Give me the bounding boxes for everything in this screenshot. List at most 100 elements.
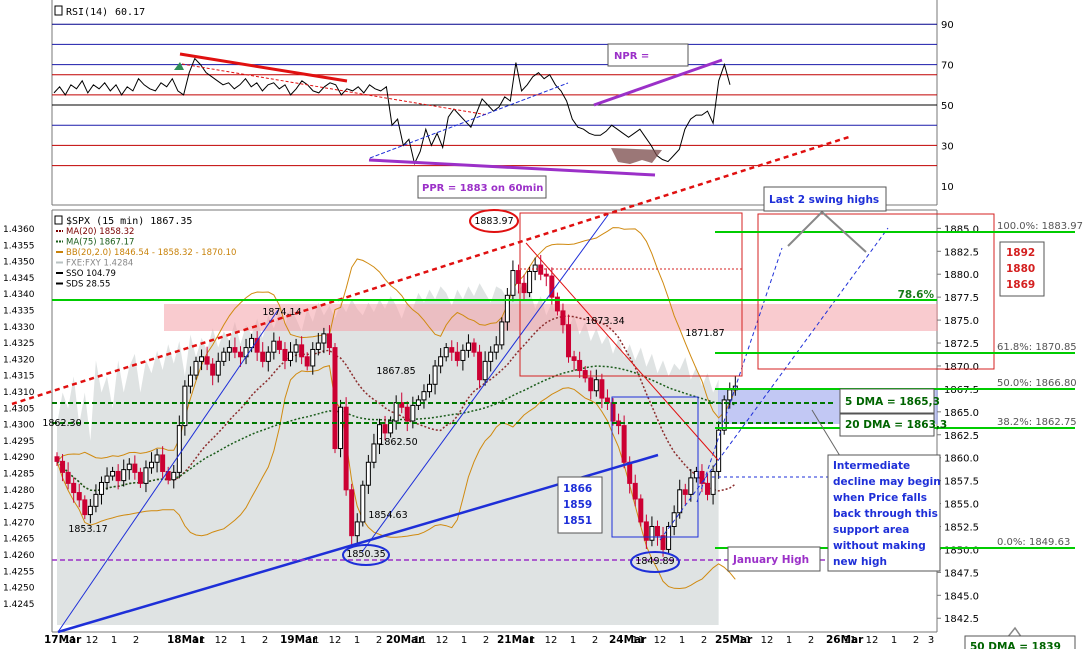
price-tick-label: 1845.0 bbox=[944, 591, 979, 602]
price-label: 1854.63 bbox=[368, 510, 407, 521]
candle-body bbox=[149, 461, 155, 469]
candle-body bbox=[193, 360, 199, 376]
fx-tick-label: 1.4245 bbox=[3, 600, 35, 610]
candle-body bbox=[199, 356, 205, 362]
supports-box bbox=[557, 476, 603, 534]
candle-body bbox=[182, 385, 188, 427]
price-tick-label: 1842.5 bbox=[944, 614, 979, 625]
price-tick-label: 1872.5 bbox=[944, 339, 979, 350]
candle-body bbox=[98, 481, 104, 495]
x-tick-label: 19Mar bbox=[280, 634, 318, 646]
candle-body bbox=[504, 294, 510, 323]
swing-highs-chevron bbox=[787, 210, 867, 253]
candle-body bbox=[521, 282, 527, 294]
x-tick-label: 11 bbox=[739, 635, 752, 646]
candle-body bbox=[143, 467, 149, 484]
blue-channel-1 bbox=[57, 309, 279, 633]
x-tick-label: 2 bbox=[133, 635, 139, 646]
candle-body bbox=[260, 351, 266, 362]
resistance-band bbox=[164, 304, 938, 331]
dma5-box bbox=[839, 388, 935, 414]
candle-body bbox=[382, 424, 388, 434]
candle-body bbox=[232, 347, 238, 353]
blue-dashed-up-1 bbox=[696, 247, 783, 503]
price-tick-label: 1862.5 bbox=[944, 431, 979, 442]
candle-body bbox=[54, 456, 60, 462]
fx-tick-label: 1.4300 bbox=[3, 421, 35, 431]
candle-body bbox=[465, 342, 471, 351]
x-tick-label: 1 bbox=[111, 635, 117, 646]
price-tick-label: 1850.0 bbox=[944, 545, 979, 556]
candle-body bbox=[204, 356, 210, 365]
candle-body bbox=[627, 461, 633, 484]
candle-body bbox=[82, 499, 88, 516]
high-circle bbox=[469, 209, 519, 233]
candle-body bbox=[604, 397, 610, 404]
fx-tick-label: 1.4345 bbox=[3, 274, 35, 284]
fx-tick-label: 1.4250 bbox=[3, 584, 35, 594]
price-label: 1873.34 bbox=[585, 316, 624, 327]
dma5-label: 5 DMA = 1865,3 bbox=[845, 396, 940, 408]
x-tick-label: 17Mar bbox=[44, 634, 82, 646]
x-tick-label: 11 bbox=[64, 635, 77, 646]
rsi-overbought-fill bbox=[174, 62, 184, 70]
candle-body bbox=[638, 498, 644, 523]
candle-body bbox=[371, 443, 377, 463]
candle-body bbox=[421, 391, 427, 401]
candle-body bbox=[332, 347, 338, 450]
x-tick-label: 2 bbox=[808, 635, 814, 646]
candle-body bbox=[554, 296, 560, 312]
candle-body bbox=[360, 484, 366, 523]
fx-tick-label: 1.4355 bbox=[3, 241, 35, 251]
fx-tick-label: 1.4330 bbox=[3, 323, 35, 333]
candle-body bbox=[599, 379, 605, 399]
candle-body bbox=[477, 351, 483, 381]
rsi-tick-label: 30 bbox=[941, 141, 954, 152]
fib-label: 38.2%: 1862.75 bbox=[997, 417, 1077, 428]
fx-tick-label: 1.4265 bbox=[3, 535, 35, 545]
candle-body bbox=[404, 406, 410, 422]
january-high-box bbox=[727, 546, 821, 572]
candle-body bbox=[365, 461, 371, 486]
candle-body bbox=[338, 406, 344, 450]
x-tick-label: 12 bbox=[545, 635, 558, 646]
candle-body bbox=[460, 349, 466, 361]
candle-body bbox=[154, 454, 160, 463]
candle-body bbox=[76, 492, 82, 501]
note-pointer bbox=[811, 409, 841, 457]
rsi-tick-label: 50 bbox=[941, 101, 954, 112]
x-tick-label: 12 bbox=[436, 635, 449, 646]
target-value: 1892 bbox=[1006, 247, 1035, 259]
price-tick-label: 1882.5 bbox=[944, 247, 979, 258]
fx-tick-label: 1.4305 bbox=[3, 404, 35, 414]
candle-body bbox=[671, 512, 677, 528]
candle-body bbox=[582, 370, 588, 379]
x-tick-label: 2 bbox=[592, 635, 598, 646]
price-label: 1871.87 bbox=[685, 328, 724, 339]
x-tick-label: 2 bbox=[483, 635, 489, 646]
candle-body bbox=[705, 482, 711, 495]
rsi-value: 60.17 bbox=[115, 7, 145, 18]
x-tick-label: 3 bbox=[928, 635, 934, 646]
rsi-title: RSI(14) bbox=[66, 7, 108, 18]
x-tick-label: 11 bbox=[307, 635, 320, 646]
ppr-label: PPR = 1883 on 60min bbox=[422, 183, 543, 194]
note-text: Intermediate decline may begin when Price … bbox=[833, 460, 941, 568]
candle-body bbox=[221, 351, 227, 362]
x-tick-label: 12 bbox=[86, 635, 99, 646]
fib-786-label: 78.6% bbox=[898, 289, 935, 301]
fib-label: 61.8%: 1870.85 bbox=[997, 342, 1077, 353]
price-title: $SPX (15 min) 1867.35 bbox=[66, 216, 192, 227]
candle-body bbox=[560, 310, 566, 326]
price-tick-label: 1885.0 bbox=[944, 224, 979, 235]
candle-body bbox=[93, 493, 99, 507]
x-tick-label: 25Mar bbox=[715, 634, 753, 646]
candle-body bbox=[710, 470, 716, 495]
candle-body bbox=[376, 424, 382, 445]
npr-box bbox=[607, 43, 689, 67]
candle-body bbox=[688, 477, 694, 495]
x-tick-label: 12 bbox=[761, 635, 774, 646]
dma20-label: 20 DMA = 1863,3 bbox=[845, 419, 947, 431]
price-label: 1867.85 bbox=[376, 366, 415, 377]
note-box bbox=[827, 454, 941, 572]
